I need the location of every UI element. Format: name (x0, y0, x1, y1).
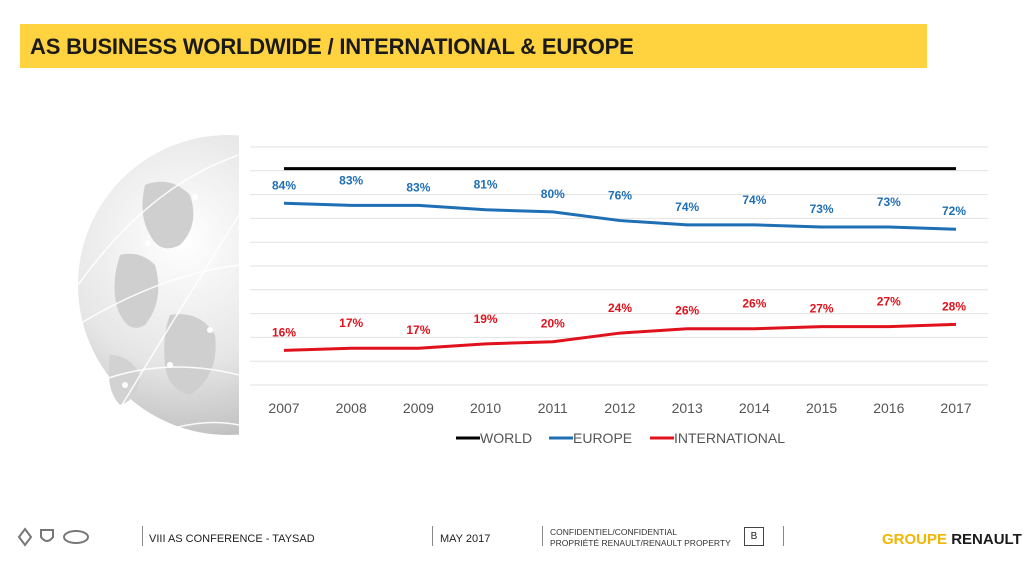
data-label: 17% (406, 323, 430, 337)
data-label: 27% (877, 295, 901, 309)
x-tick-label: 2007 (268, 400, 299, 416)
x-tick-label: 2011 (538, 400, 568, 416)
brand-renault: RENAULT (951, 531, 1022, 548)
data-label: 72% (942, 204, 966, 218)
data-label: 26% (675, 304, 699, 318)
data-label: 19% (474, 312, 498, 326)
series-line-europe (283, 201, 957, 231)
x-tick-label: 2009 (403, 400, 434, 416)
classification-badge: B (744, 527, 764, 546)
x-tick-label: 2015 (806, 400, 837, 416)
brand-groupe: GROUPE (882, 531, 948, 548)
data-label: 26% (742, 297, 766, 311)
footer-divider (542, 526, 543, 546)
confidential-line-2: PROPRIÉTÉ RENAULT/RENAULT PROPERTY (550, 538, 731, 548)
footer-divider (783, 526, 784, 546)
x-tick-label: 2014 (739, 400, 770, 416)
data-label: 74% (742, 193, 766, 207)
data-label: 84% (272, 178, 296, 192)
x-tick-label: 2013 (672, 400, 703, 416)
line-chart: 84% 83% 83% 81% 80% 76% 74% 74% 73% 73% 72% 16% 17% 1… (250, 146, 988, 446)
legend-label: INTERNATIONAL (674, 430, 785, 446)
footer-divider (142, 526, 143, 546)
data-label: 76% (608, 189, 632, 203)
data-label: 16% (272, 325, 296, 339)
title-bar: AS BUSINESS WORLDWIDE / INTERNATIONAL & … (20, 24, 927, 68)
x-tick-label: 2010 (470, 400, 501, 416)
data-label: 73% (810, 202, 834, 216)
data-label: 20% (541, 317, 565, 331)
footer-conference: VIII AS CONFERENCE - TAYSAD (149, 533, 315, 545)
series-line-international (283, 322, 957, 352)
data-label: 81% (474, 178, 498, 192)
data-label: 28% (942, 299, 966, 313)
slide-title: AS BUSINESS WORLDWIDE / INTERNATIONAL & … (30, 34, 634, 59)
data-label: 80% (541, 187, 565, 201)
data-label: 24% (608, 301, 632, 315)
globe-icon (77, 135, 239, 446)
footer-date: MAY 2017 (440, 533, 491, 545)
x-tick-label: 2008 (336, 400, 367, 416)
x-tick-label: 2012 (604, 400, 635, 416)
legend-label: WORLD (480, 430, 532, 446)
confidential-line-1: CONFIDENTIEL/CONFIDENTIAL (550, 527, 678, 537)
x-tick-label: 2017 (940, 400, 971, 416)
brand-logos-icon (17, 527, 89, 547)
footer-divider (432, 526, 433, 546)
data-label: 17% (339, 316, 363, 330)
data-label: 73% (877, 195, 901, 209)
data-label: 74% (675, 200, 699, 214)
x-tick-label: 2016 (873, 400, 904, 416)
data-label: 83% (339, 173, 363, 187)
data-label: 27% (810, 302, 834, 316)
data-label: 83% (406, 180, 430, 194)
groupe-renault-logo: GROUPE RENAULT (882, 531, 1022, 548)
legend-label: EUROPE (573, 430, 632, 446)
